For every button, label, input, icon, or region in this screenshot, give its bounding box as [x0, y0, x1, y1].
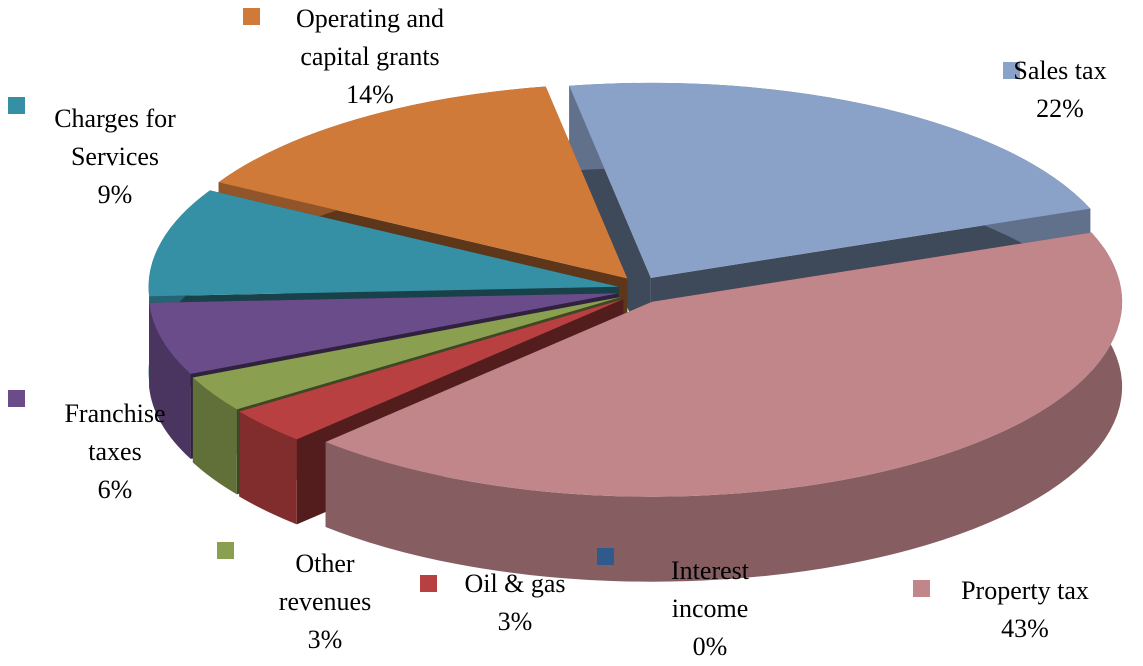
value-label: 14%	[346, 80, 394, 109]
slice	[192, 296, 621, 410]
legend-swatch	[217, 542, 234, 559]
value-label: 22%	[1036, 94, 1084, 123]
value-label: 9%	[97, 180, 133, 209]
category-name: Franchise taxes	[64, 399, 166, 466]
category-name: Property tax	[961, 576, 1089, 605]
slice	[569, 82, 1091, 278]
legend-swatch	[8, 390, 25, 407]
value-label: 6%	[97, 475, 133, 504]
category-name: Operating and capital grants	[295, 4, 444, 71]
value-label: 3%	[497, 607, 533, 636]
slice	[239, 299, 624, 440]
category-name: Charges for Services	[54, 104, 176, 171]
slice-label: Property tax 43%	[930, 572, 1120, 648]
value-label: 43%	[1001, 614, 1049, 643]
slice-side	[192, 377, 237, 495]
value-label: 3%	[307, 625, 343, 654]
slice-label: Oil & gas 3%	[440, 565, 590, 641]
slice-label: Interest income 0%	[640, 552, 780, 666]
slice-side	[239, 411, 297, 525]
slice-label: Franchise taxes 6%	[40, 395, 190, 509]
slice-label: Charges for Services 9%	[20, 100, 210, 214]
slice	[148, 190, 619, 297]
legend-swatch	[8, 97, 25, 114]
slice-label: Other revenues 3%	[255, 545, 395, 659]
slice	[149, 293, 619, 374]
slice	[325, 232, 1123, 497]
category-name: Oil & gas	[464, 569, 566, 598]
legend-swatch	[1003, 62, 1020, 79]
category-name: Other revenues	[278, 549, 372, 616]
category-name: Interest income	[671, 556, 749, 623]
legend-swatch	[420, 575, 437, 592]
category-name: Sales tax	[1013, 56, 1107, 85]
slice-label: Operating and capital grants 14%	[260, 0, 480, 114]
legend-swatch	[597, 548, 614, 565]
slice-side	[149, 302, 191, 459]
value-label: 0%	[692, 632, 728, 661]
legend-swatch	[243, 8, 260, 25]
slice-label: Sales tax 22%	[1010, 52, 1110, 128]
legend-swatch	[913, 580, 930, 597]
slice	[218, 86, 628, 279]
slice-side	[325, 232, 1123, 582]
